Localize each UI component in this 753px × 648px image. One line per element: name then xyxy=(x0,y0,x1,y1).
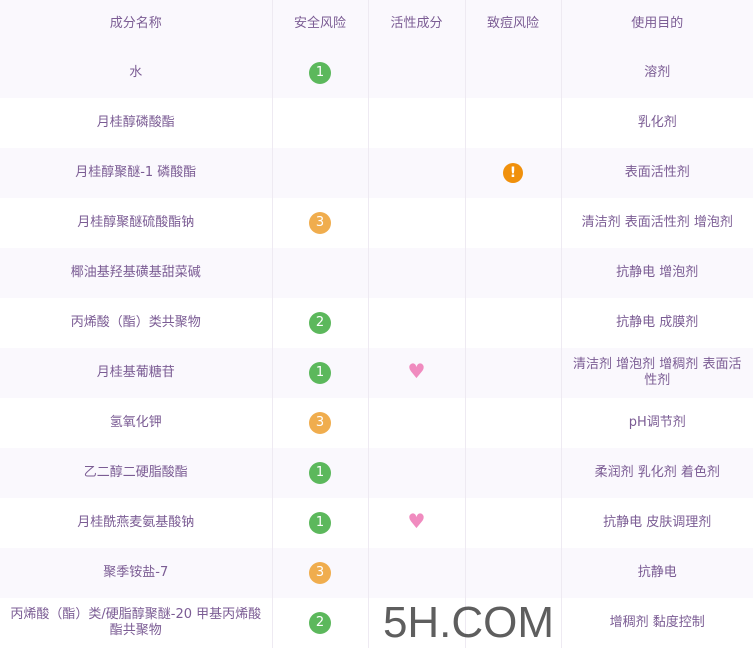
header-active: 活性成分 xyxy=(367,0,465,48)
table-row: 水 1 溶剂 xyxy=(0,48,753,98)
acne-cell: ! xyxy=(464,148,561,198)
acne-cell xyxy=(464,248,561,298)
risk-badge: 3 xyxy=(309,562,331,584)
table-row: 月桂酰燕麦氨基酸钠 1 ♥ 抗静电 皮肤调理剂 xyxy=(0,498,753,548)
purpose-cell: 抗静电 成膜剂 xyxy=(560,298,753,348)
safety-risk-cell: 3 xyxy=(271,398,368,448)
ingredient-name[interactable]: 椰油基羟基磺基甜菜碱 xyxy=(70,265,201,280)
acne-cell xyxy=(464,348,561,398)
header-name: 成分名称 xyxy=(109,16,162,31)
acne-cell xyxy=(464,298,561,348)
risk-badge: 1 xyxy=(309,62,331,84)
ingredient-name[interactable]: 月桂醇聚醚硫酸酯钠 xyxy=(77,215,195,230)
ingredient-name[interactable]: 月桂醇磷酸酯 xyxy=(96,115,175,130)
acne-cell xyxy=(464,448,561,498)
ingredient-name[interactable]: 聚季铵盐-7 xyxy=(103,565,169,580)
ingredient-name[interactable]: 月桂醇聚醚-1 磷酸酯 xyxy=(75,165,197,180)
safety-risk-cell: 1 xyxy=(271,48,368,98)
ingredient-name[interactable]: 乙二醇二硬脂酸酯 xyxy=(83,465,188,480)
safety-risk-cell xyxy=(271,248,368,298)
table-row: 月桂醇聚醚硫酸酯钠 3 清洁剂 表面活性剂 增泡剂 xyxy=(0,198,753,248)
active-cell: ♥ xyxy=(367,348,465,398)
purpose-cell: 抗静电 xyxy=(560,548,753,598)
active-cell xyxy=(367,598,465,648)
ingredient-name[interactable]: 月桂基葡糖苷 xyxy=(96,365,175,380)
safety-risk-cell: 1 xyxy=(271,448,368,498)
active-cell xyxy=(367,298,465,348)
ingredient-name[interactable]: 月桂酰燕麦氨基酸钠 xyxy=(77,515,195,530)
table-row: 丙烯酸（酯）类/硬脂醇聚醚-20 甲基丙烯酸酯共聚物 2 增稠剂 黏度控制 xyxy=(0,598,753,648)
header-risk: 安全风险 xyxy=(271,0,368,48)
risk-badge: 1 xyxy=(309,512,331,534)
risk-badge: 3 xyxy=(309,212,331,234)
table-row: 氢氧化钾 3 pH调节剂 xyxy=(0,398,753,448)
purpose-cell: 清洁剂 表面活性剂 增泡剂 xyxy=(560,198,753,248)
table-row: 月桂醇聚醚-1 磷酸酯! 表面活性剂 xyxy=(0,148,753,198)
acne-cell xyxy=(464,398,561,448)
purpose-cell: 抗静电 皮肤调理剂 xyxy=(560,498,753,548)
table-row: 月桂基葡糖苷 1 ♥ 清洁剂 增泡剂 增稠剂 表面活性剂 xyxy=(0,348,753,398)
heart-icon: ♥ xyxy=(407,509,426,533)
risk-badge: 2 xyxy=(309,612,331,634)
active-cell xyxy=(367,98,465,148)
acne-cell xyxy=(464,598,561,648)
ingredient-name[interactable]: 丙烯酸（酯）类/硬脂醇聚醚-20 甲基丙烯酸酯共聚物 xyxy=(10,607,262,638)
safety-risk-cell xyxy=(271,98,368,148)
purpose-cell: 增稠剂 黏度控制 xyxy=(560,598,753,648)
safety-risk-cell: 1 xyxy=(271,498,368,548)
safety-risk-cell: 3 xyxy=(271,198,368,248)
risk-badge: 3 xyxy=(309,412,331,434)
acne-cell xyxy=(464,548,561,598)
purpose-cell: 表面活性剂 xyxy=(560,148,753,198)
active-cell xyxy=(367,398,465,448)
warning-icon: ! xyxy=(503,163,523,183)
acne-cell xyxy=(464,98,561,148)
safety-risk-cell xyxy=(271,148,368,198)
table-row: 乙二醇二硬脂酸酯 1 柔润剂 乳化剂 着色剂 xyxy=(0,448,753,498)
header-acne: 致痘风险 xyxy=(464,0,561,48)
header-purpose: 使用目的 xyxy=(560,0,753,48)
active-cell xyxy=(367,198,465,248)
purpose-cell: 清洁剂 增泡剂 增稠剂 表面活性剂 xyxy=(560,348,753,398)
purpose-cell: 柔润剂 乳化剂 着色剂 xyxy=(560,448,753,498)
purpose-cell: 溶剂 xyxy=(560,48,753,98)
acne-cell xyxy=(464,48,561,98)
active-cell xyxy=(367,248,465,298)
purpose-cell: 抗静电 增泡剂 xyxy=(560,248,753,298)
ingredient-name[interactable]: 丙烯酸（酯）类共聚物 xyxy=(70,315,201,330)
safety-risk-cell: 3 xyxy=(271,548,368,598)
acne-cell xyxy=(464,198,561,248)
active-cell xyxy=(367,48,465,98)
table-row: 月桂醇磷酸酯 乳化剂 xyxy=(0,98,753,148)
table-header: 成分名称 安全风险 活性成分 致痘风险 使用目的 xyxy=(0,0,753,48)
acne-cell xyxy=(464,498,561,548)
purpose-cell: 乳化剂 xyxy=(560,98,753,148)
safety-risk-cell: 2 xyxy=(271,298,368,348)
risk-badge: 2 xyxy=(309,312,331,334)
safety-risk-cell: 1 xyxy=(271,348,368,398)
purpose-cell: pH调节剂 xyxy=(560,398,753,448)
active-cell xyxy=(367,548,465,598)
safety-risk-cell: 2 xyxy=(271,598,368,648)
risk-badge: 1 xyxy=(309,462,331,484)
table-row: 丙烯酸（酯）类共聚物 2 抗静电 成膜剂 xyxy=(0,298,753,348)
active-cell: ♥ xyxy=(367,498,465,548)
active-cell xyxy=(367,448,465,498)
table-row: 椰油基羟基磺基甜菜碱 抗静电 增泡剂 xyxy=(0,248,753,298)
table-row: 聚季铵盐-7 3 抗静电 xyxy=(0,548,753,598)
ingredient-name[interactable]: 水 xyxy=(129,65,143,80)
active-cell xyxy=(367,148,465,198)
ingredient-name[interactable]: 氢氧化钾 xyxy=(109,415,162,430)
heart-icon: ♥ xyxy=(407,359,426,383)
risk-badge: 1 xyxy=(309,362,331,384)
